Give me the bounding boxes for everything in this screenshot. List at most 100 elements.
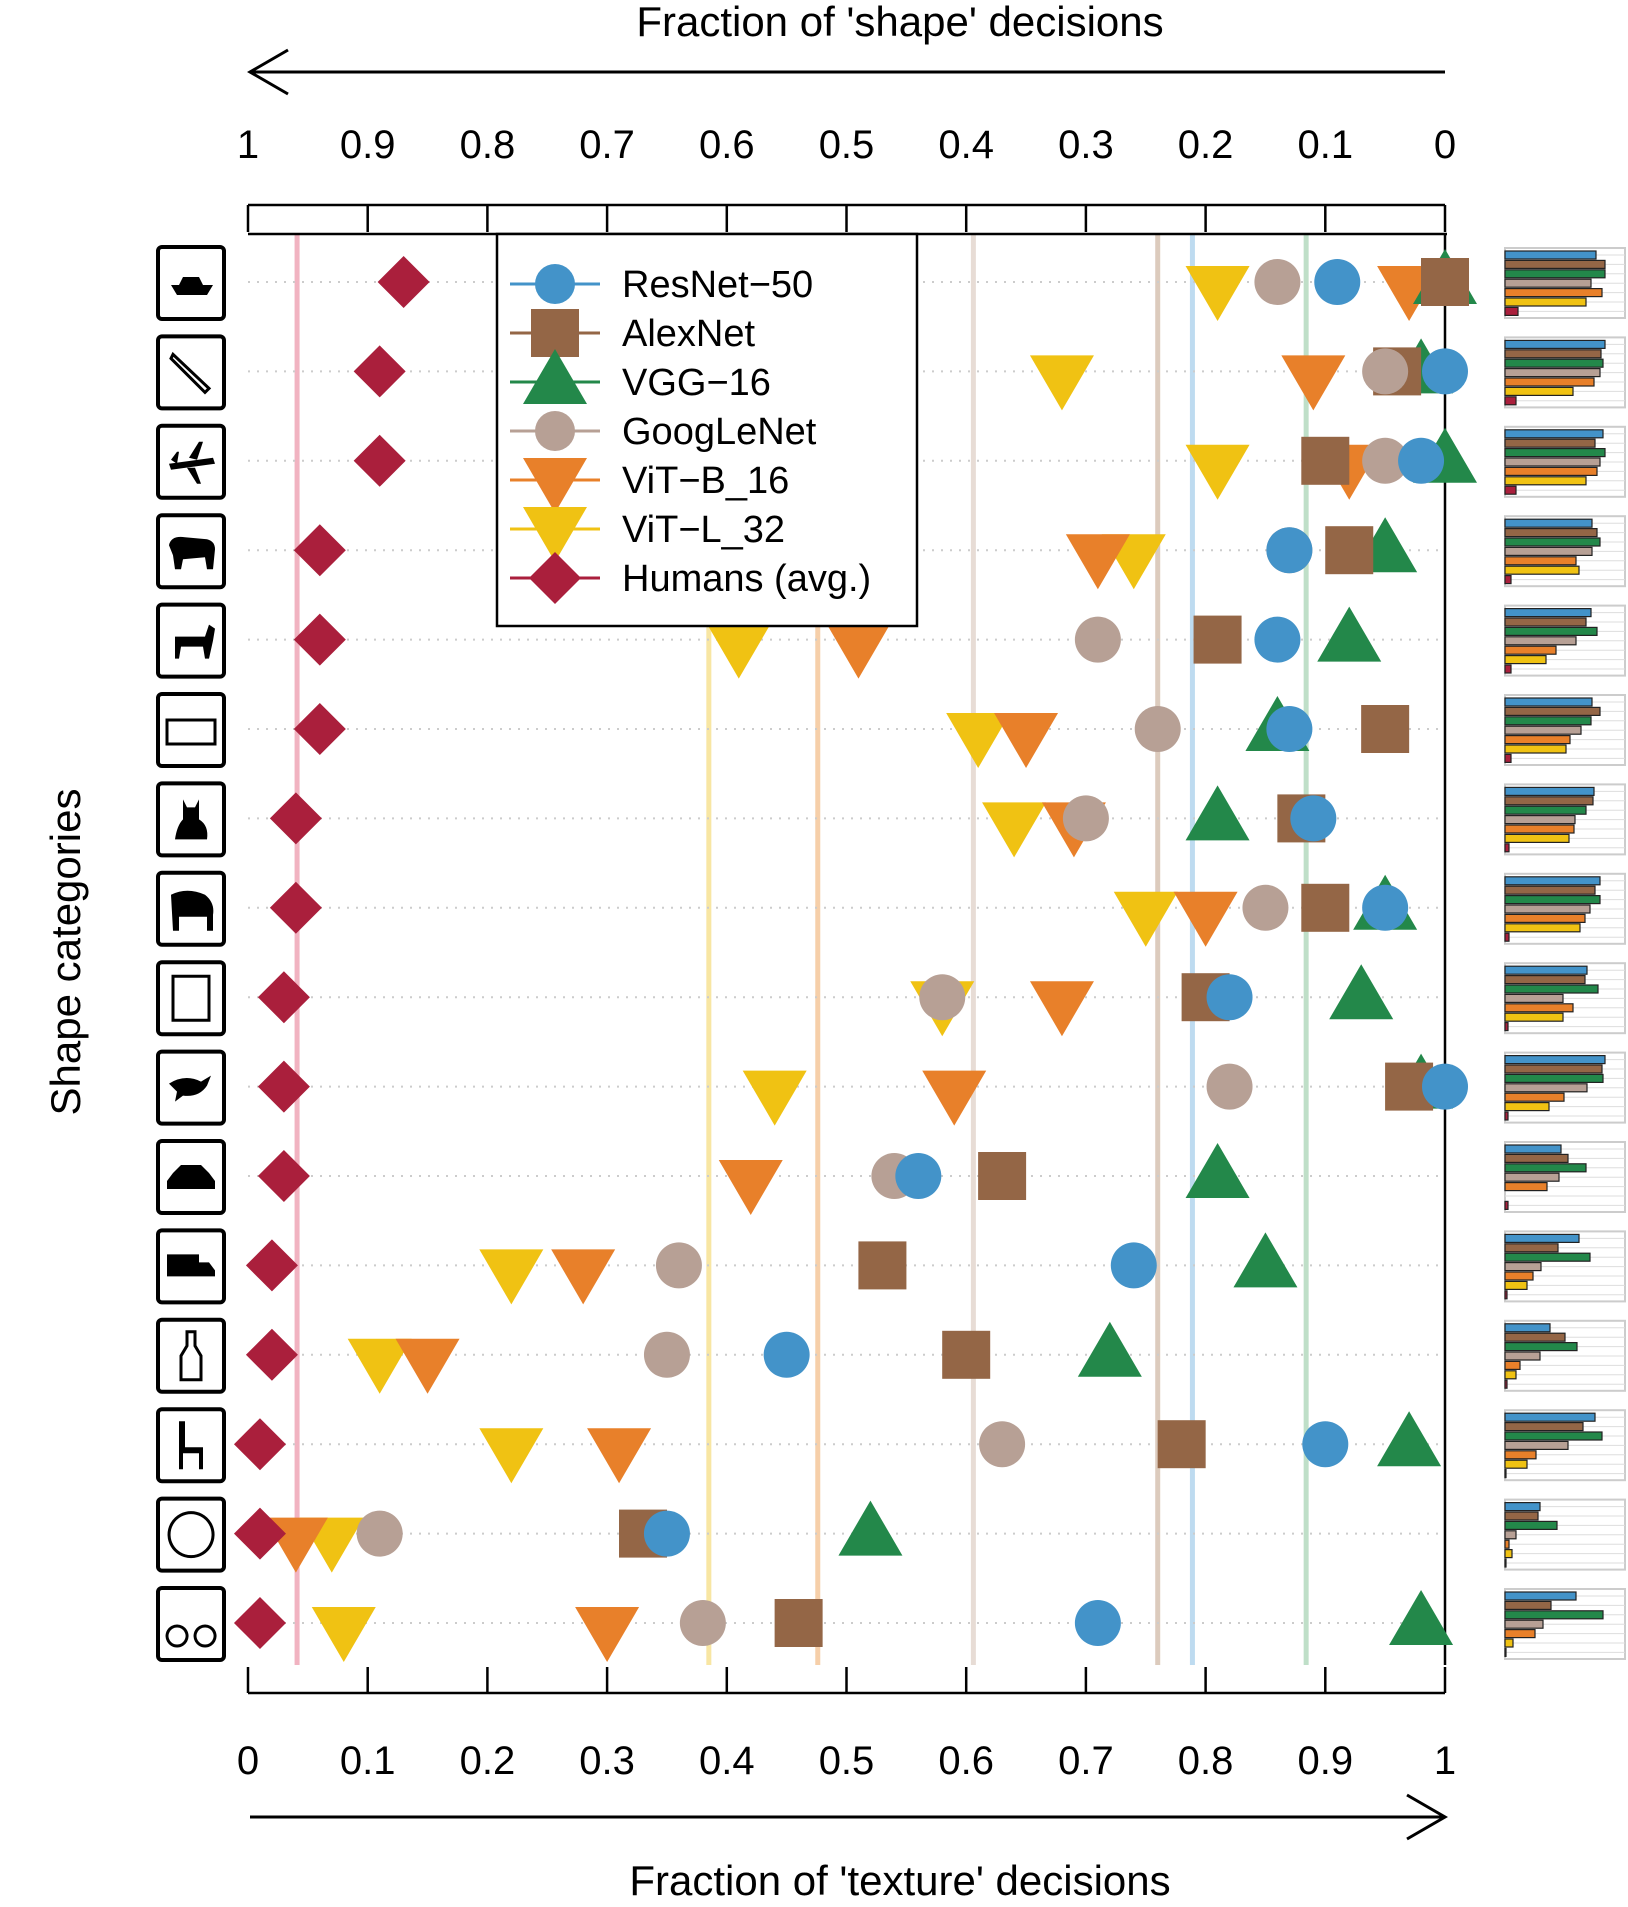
side-bar — [1504, 1351, 1541, 1361]
y-axis-title: Shape categories — [42, 789, 89, 1116]
cat-icon — [175, 799, 208, 840]
point-resnet-50-boat — [1314, 259, 1361, 305]
point-vit-b-16-oven — [1029, 981, 1094, 1037]
side-bars-bird — [1504, 1051, 1626, 1124]
point-alexnet-bear — [1325, 526, 1374, 575]
side-bar — [1504, 894, 1601, 905]
side-bar — [1504, 466, 1598, 476]
side-bar — [1504, 1252, 1591, 1262]
icon-bird — [156, 1049, 226, 1126]
icon-keyboard — [156, 692, 226, 768]
legend-marker — [535, 264, 575, 304]
side-bar — [1504, 654, 1547, 665]
top-axis-title: Fraction of 'shape' decisions — [636, 0, 1163, 45]
point-humans-avg-oven — [257, 971, 310, 1024]
point-vit-b-16-elephant — [1173, 891, 1238, 947]
point-vgg-16-car — [1185, 1143, 1250, 1198]
side-bar — [1504, 1271, 1534, 1281]
point-vit-l-32-keyboard — [946, 713, 1011, 768]
side-bar — [1504, 546, 1593, 557]
point-googlenet-elephant — [1242, 884, 1289, 931]
point-vit-l-32-chair — [479, 1428, 544, 1484]
side-bar — [1504, 833, 1570, 844]
legend: ResNet−50 AlexNet VGG−16 GoogLeNet ViT−B_16 V… — [495, 232, 919, 628]
side-bar — [1504, 885, 1596, 895]
side-bar — [1504, 476, 1587, 486]
point-resnet-50-bear — [1266, 527, 1313, 574]
side-bar — [1504, 565, 1580, 575]
legend-entry: Humans (avg.) — [510, 552, 871, 604]
side-bar — [1504, 1450, 1537, 1460]
point-humans-avg-boat — [377, 256, 430, 308]
point-vgg-16-clock — [838, 1500, 903, 1556]
bottom-tick-label: 0.1 — [340, 1739, 396, 1783]
point-vit-b-16-truck — [551, 1249, 616, 1305]
point-googlenet-dog — [1074, 616, 1121, 663]
side-bar — [1504, 706, 1601, 717]
legend-marker — [523, 349, 587, 404]
side-bar — [1504, 349, 1602, 359]
side-bar — [1504, 269, 1606, 279]
side-bar — [1504, 734, 1571, 745]
side-bar — [1504, 984, 1599, 994]
point-vit-b-16-dog — [826, 623, 891, 679]
side-bar — [1504, 725, 1582, 735]
side-bars-bear — [1504, 515, 1626, 588]
elephant-icon — [171, 890, 214, 931]
legend-marker — [535, 411, 575, 451]
point-alexnet-airplane — [1301, 436, 1350, 485]
side-bars-boat — [1504, 247, 1626, 319]
point-humans-avg-bird — [257, 1060, 310, 1113]
bottom-axis-title: Fraction of 'texture' decisions — [629, 1857, 1170, 1902]
top-arrow-head — [247, 48, 289, 96]
side-bar — [1504, 386, 1574, 396]
icon-frame — [156, 960, 226, 1037]
point-resnet-50-airplane — [1398, 437, 1445, 484]
point-alexnet-boat — [1421, 258, 1469, 306]
side-bar — [1504, 1468, 1507, 1479]
side-bar-charts — [1504, 247, 1626, 1660]
oven-icon — [171, 974, 211, 1022]
side-bar — [1504, 1610, 1604, 1620]
side-bar — [1504, 1280, 1528, 1291]
side-bar — [1504, 1412, 1596, 1422]
point-vit-b-16-bear — [1065, 534, 1130, 590]
side-bars-keyboard — [1504, 694, 1626, 766]
legend-label: Humans (avg.) — [622, 558, 871, 600]
side-bar — [1504, 377, 1595, 387]
side-bar — [1504, 1290, 1508, 1300]
icon-frame — [156, 1586, 226, 1662]
point-humans-avg-keyboard — [293, 703, 346, 755]
top-tick-label: 0.8 — [460, 123, 516, 167]
side-bar — [1504, 485, 1517, 495]
point-googlenet-airplane — [1362, 437, 1409, 484]
point-vit-b-16-car — [718, 1160, 783, 1215]
icon-elephant — [156, 870, 226, 947]
side-bar — [1504, 1628, 1536, 1639]
icon-chair — [156, 1407, 226, 1484]
point-vgg-16-dog — [1317, 606, 1382, 662]
side-bar — [1504, 297, 1587, 307]
icon-oven — [156, 960, 226, 1037]
side-bar — [1504, 1511, 1539, 1521]
legend-label: GoogLeNet — [622, 411, 817, 453]
side-bar — [1504, 993, 1564, 1004]
point-humans-avg-bottle — [245, 1328, 298, 1381]
side-bar — [1504, 1520, 1558, 1531]
bottom-tick-label: 0.7 — [1058, 1739, 1114, 1783]
side-bar — [1504, 1101, 1550, 1112]
point-googlenet-clock — [356, 1510, 403, 1557]
top-tick-label: 0.7 — [579, 123, 635, 167]
bottom-tick-label: 1 — [1434, 1739, 1456, 1783]
point-googlenet-boat — [1254, 259, 1301, 305]
icon-car — [156, 1139, 226, 1215]
point-vit-l-32-dog — [706, 623, 771, 679]
legend-entry: ResNet−50 — [510, 264, 813, 306]
top-tick-label: 1 — [237, 123, 259, 167]
side-bar — [1504, 744, 1567, 754]
car-icon — [167, 1165, 215, 1189]
side-bar — [1504, 607, 1592, 618]
side-bar — [1504, 518, 1593, 528]
point-googlenet-oven — [919, 974, 966, 1021]
icon-dog — [156, 602, 226, 679]
